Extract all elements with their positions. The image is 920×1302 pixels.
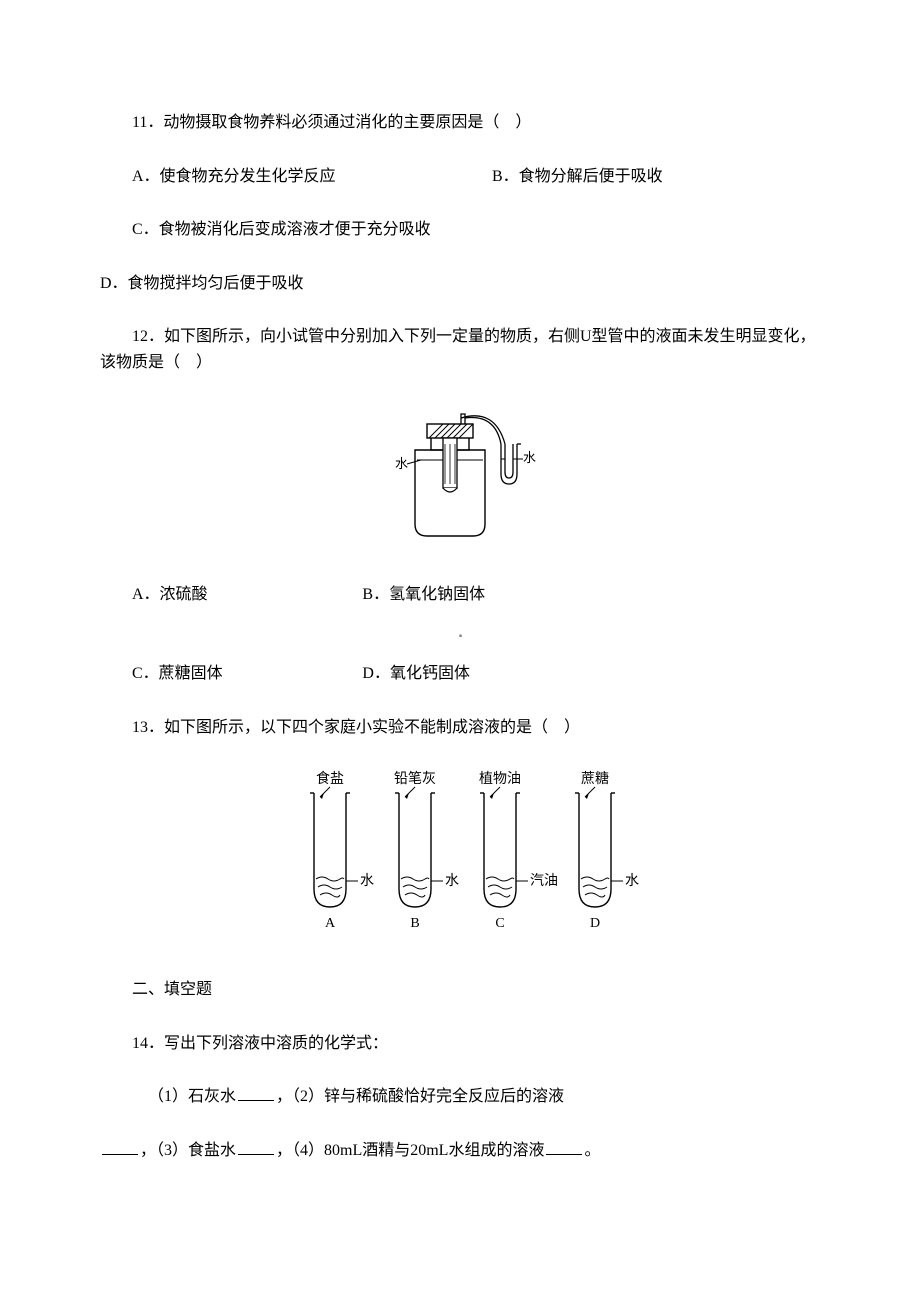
q12-opt-c: C．蔗糖固体: [100, 661, 330, 687]
q14-p4: ，（4）80mL酒精与20mL水组成的溶液: [276, 1142, 544, 1159]
q14-line2: ，（3）食盐水 ，（4）80mL酒精与20mL水组成的溶液 。: [100, 1138, 820, 1164]
q13-tube-a-side: 水: [360, 873, 374, 889]
q12-figure: 水 水: [100, 404, 820, 553]
q12-stem: 12．如下图所示，向小试管中分别加入下列一定量的物质，右侧U型管中的液面未发生明…: [100, 324, 820, 375]
q11-options-row1: A．使食物充分发生化学反应 B．食物分解后便于吸收: [100, 164, 820, 190]
q12-options-row1: A．浓硫酸 B．氢氧化钠固体: [100, 582, 820, 608]
q12-water-label-left: 水: [395, 456, 408, 471]
q13-tube-b-letter: B: [410, 916, 419, 931]
q13-tube-a-top: 食盐: [316, 770, 344, 787]
q14-line1: （1）石灰水 ，（2）锌与稀硫酸恰好完全反应后的溶液: [100, 1084, 820, 1110]
q14-p5: 。: [584, 1142, 600, 1159]
q12-opt-a: A．浓硫酸: [100, 582, 330, 608]
q13-tube-b-top: 铅笔灰: [394, 771, 436, 787]
q12-opt-d: D．氧化钙固体: [330, 661, 690, 687]
q12-water-label-right: 水: [523, 450, 536, 465]
q14-p1: （1）石灰水: [148, 1088, 236, 1105]
q11-stem: 11．动物摄取食物养料必须通过消化的主要原因是（ ）: [100, 110, 820, 136]
q13-tube-a-letter: A: [325, 916, 336, 931]
q13-tube-c-side: 汽油: [530, 873, 558, 889]
q14-blank-4: [546, 1138, 582, 1155]
q13-tube-c-letter: C: [495, 916, 504, 931]
q12-options-row2: C．蔗糖固体 D．氧化钙固体: [100, 661, 820, 687]
page-marker: ▪: [459, 631, 462, 642]
section2-heading: 二、填空题: [100, 977, 820, 1003]
q14-blank-3: [238, 1138, 274, 1155]
q14-blank-1: [238, 1084, 274, 1101]
q11-opt-a: A．使食物充分发生化学反应: [100, 164, 460, 190]
q14-p3: ，（3）食盐水: [140, 1142, 236, 1159]
q14-blank-2: [102, 1138, 138, 1155]
q13-figure: 食盐 水 A 铅笔灰: [100, 769, 820, 948]
q13-tube-d-letter: D: [590, 916, 600, 931]
q12-opt-b: B．氢氧化钠固体: [330, 582, 690, 608]
q11-opt-c: C．食物被消化后变成溶液才便于充分吸收: [100, 217, 820, 243]
q11-opt-b: B．食物分解后便于吸收: [460, 164, 820, 190]
q13-tube-b-side: 水: [445, 873, 459, 889]
document-page: 11．动物摄取食物养料必须通过消化的主要原因是（ ） A．使食物充分发生化学反应…: [0, 0, 920, 1272]
q13-tube-c-top: 植物油: [479, 771, 521, 787]
q14-p2: ，（2）锌与稀硫酸恰好完全反应后的溶液: [276, 1088, 564, 1105]
q14-stem: 14．写出下列溶液中溶质的化学式：: [100, 1031, 820, 1057]
q13-tube-d-side: 水: [625, 873, 639, 889]
q13-tube-d-top: 蔗糖: [581, 771, 609, 787]
q13-stem: 13．如下图所示，以下四个家庭小实验不能制成溶液的是（ ）: [100, 715, 820, 741]
q11-opt-d: D．食物搅拌均匀后便于吸收: [100, 271, 820, 297]
